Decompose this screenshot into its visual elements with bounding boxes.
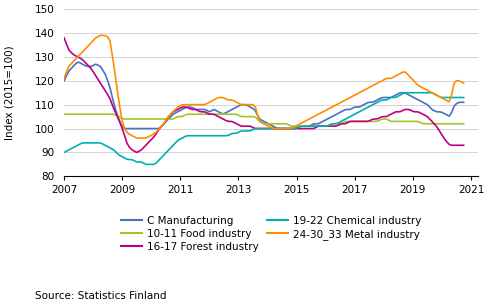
Text: Source: Statistics Finland: Source: Statistics Finland bbox=[35, 291, 166, 301]
Legend: C Manufacturing, 10-11 Food industry, 16-17 Forest industry, 19-22 Chemical indu: C Manufacturing, 10-11 Food industry, 16… bbox=[117, 212, 425, 256]
Y-axis label: Index (2015=100): Index (2015=100) bbox=[4, 45, 14, 140]
